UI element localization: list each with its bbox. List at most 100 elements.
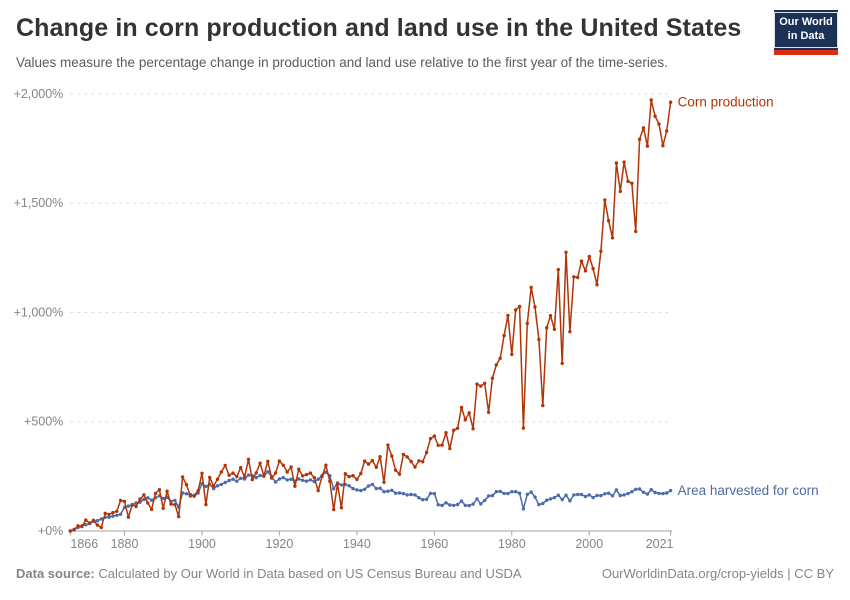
data-point	[506, 491, 510, 496]
page-subtitle: Values measure the percentage change in …	[16, 55, 668, 70]
data-point	[204, 502, 208, 507]
data-point	[525, 321, 529, 326]
data-point	[626, 491, 630, 496]
data-point	[304, 472, 309, 477]
series-label-area-harvested-for-corn[interactable]: Area harvested for corn	[678, 483, 819, 498]
data-point	[177, 514, 181, 519]
series-points-area-harvested-for-corn	[68, 470, 673, 533]
data-point	[502, 333, 506, 338]
data-point	[378, 455, 382, 459]
data-point	[254, 471, 258, 475]
data-point	[173, 498, 177, 503]
data-point	[494, 363, 498, 367]
y-axis-tick-label: +500%	[24, 415, 63, 429]
data-point	[626, 179, 630, 183]
data-point	[161, 496, 165, 501]
data-point	[366, 462, 371, 466]
data-point	[95, 523, 100, 527]
data-point	[668, 100, 673, 104]
data-point	[204, 484, 208, 489]
data-point	[529, 285, 533, 290]
data-point	[552, 327, 557, 331]
data-point	[409, 492, 413, 497]
data-point	[122, 499, 127, 504]
data-point	[529, 490, 533, 494]
data-point	[149, 498, 154, 502]
data-point	[153, 491, 158, 496]
data-point	[436, 443, 440, 447]
data-point	[118, 498, 123, 503]
data-point	[630, 181, 634, 185]
data-point	[130, 502, 134, 507]
data-point	[606, 491, 611, 495]
data-point	[231, 477, 235, 481]
data-point	[653, 490, 657, 495]
data-point	[428, 491, 433, 496]
series-line-corn-production[interactable]	[70, 99, 672, 532]
data-point	[219, 482, 223, 487]
data-point	[595, 283, 599, 287]
footer: Data source: Calculated by Our World in …	[16, 566, 834, 581]
data-point	[324, 463, 328, 467]
data-point	[111, 514, 115, 518]
data-point	[382, 480, 386, 484]
x-axis-tick-label: 1880	[111, 537, 139, 551]
data-point	[545, 498, 549, 502]
data-point	[235, 479, 239, 483]
data-point	[486, 410, 491, 414]
owid-logo[interactable]: Our World in Data	[774, 10, 838, 55]
x-axis-tick-label: 2021	[646, 537, 674, 551]
data-point	[355, 488, 359, 492]
owid-logo-text: Our World in Data	[774, 12, 838, 48]
series-line-area-harvested-for-corn[interactable]	[70, 471, 671, 532]
data-point	[614, 488, 619, 492]
data-point	[521, 426, 526, 430]
data-point	[599, 493, 603, 498]
data-point	[91, 518, 96, 522]
data-point	[637, 137, 642, 142]
data-point	[455, 502, 460, 507]
data-point	[665, 491, 669, 495]
data-point	[107, 515, 111, 519]
data-point	[301, 478, 305, 482]
data-point	[479, 384, 483, 388]
data-point	[180, 475, 185, 479]
data-point	[308, 471, 313, 475]
data-point	[146, 501, 150, 505]
data-point	[560, 497, 564, 502]
data-point	[634, 229, 638, 234]
data-point	[215, 484, 220, 488]
data-point	[84, 523, 88, 527]
data-point	[421, 498, 425, 502]
data-point	[138, 497, 142, 501]
data-point	[386, 443, 390, 447]
data-point	[494, 490, 498, 494]
x-axis-tick-label: 1900	[188, 537, 216, 551]
footer-link[interactable]: OurWorldinData.org/crop-yields | CC BY	[601, 566, 834, 581]
data-point	[514, 490, 518, 494]
data-point	[173, 502, 177, 507]
data-point	[463, 418, 467, 422]
data-point	[262, 474, 266, 478]
data-point	[351, 474, 355, 478]
data-point	[661, 144, 665, 148]
data-point	[374, 465, 378, 469]
data-point	[579, 259, 584, 263]
data-point	[583, 494, 588, 499]
x-axis-tick-label: 1866	[70, 537, 98, 551]
data-point	[641, 490, 646, 494]
data-point	[475, 497, 479, 501]
data-point	[614, 161, 619, 165]
y-axis-tick-label: +1,000%	[14, 305, 64, 319]
data-point	[126, 515, 131, 519]
data-point	[452, 503, 456, 508]
data-point	[475, 382, 479, 386]
data-point	[370, 458, 375, 463]
data-source-note: Data source: Calculated by Our World in …	[16, 566, 522, 581]
data-point	[560, 361, 564, 366]
data-point	[637, 487, 642, 491]
data-point	[610, 236, 615, 240]
data-point	[273, 480, 278, 484]
series-label-corn-production[interactable]: Corn production	[678, 95, 774, 110]
